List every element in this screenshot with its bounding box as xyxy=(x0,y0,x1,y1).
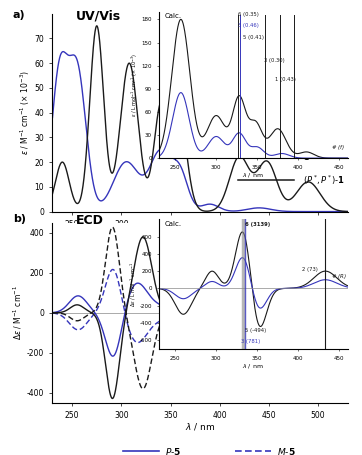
Text: $P$-$\mathbf{5}$: $P$-$\mathbf{5}$ xyxy=(165,446,181,455)
X-axis label: $\lambda$ / nm: $\lambda$ / nm xyxy=(185,230,215,241)
Text: $(P^*\!,P^*)$-$\mathbf{1}$: $(P^*\!,P^*)$-$\mathbf{1}$ xyxy=(303,173,345,187)
Y-axis label: $\Delta\varepsilon$ / M$^{-1}$ cm$^{-1}$: $\Delta\varepsilon$ / M$^{-1}$ cm$^{-1}$ xyxy=(12,285,24,340)
Text: UV/Vis: UV/Vis xyxy=(76,10,121,23)
X-axis label: $\lambda$ / nm: $\lambda$ / nm xyxy=(185,421,215,432)
Text: ECD: ECD xyxy=(76,214,104,227)
Text: a): a) xyxy=(13,10,25,20)
Text: $M$-$\mathbf{5}$: $M$-$\mathbf{5}$ xyxy=(277,446,295,455)
Text: b): b) xyxy=(13,214,26,224)
Text: $\mathbf{5}$: $\mathbf{5}$ xyxy=(303,151,311,162)
Y-axis label: $\varepsilon$ / M$^{-1}$ cm$^{-1}$ ($\times$ 10$^{-3}$): $\varepsilon$ / M$^{-1}$ cm$^{-1}$ ($\ti… xyxy=(18,70,31,155)
